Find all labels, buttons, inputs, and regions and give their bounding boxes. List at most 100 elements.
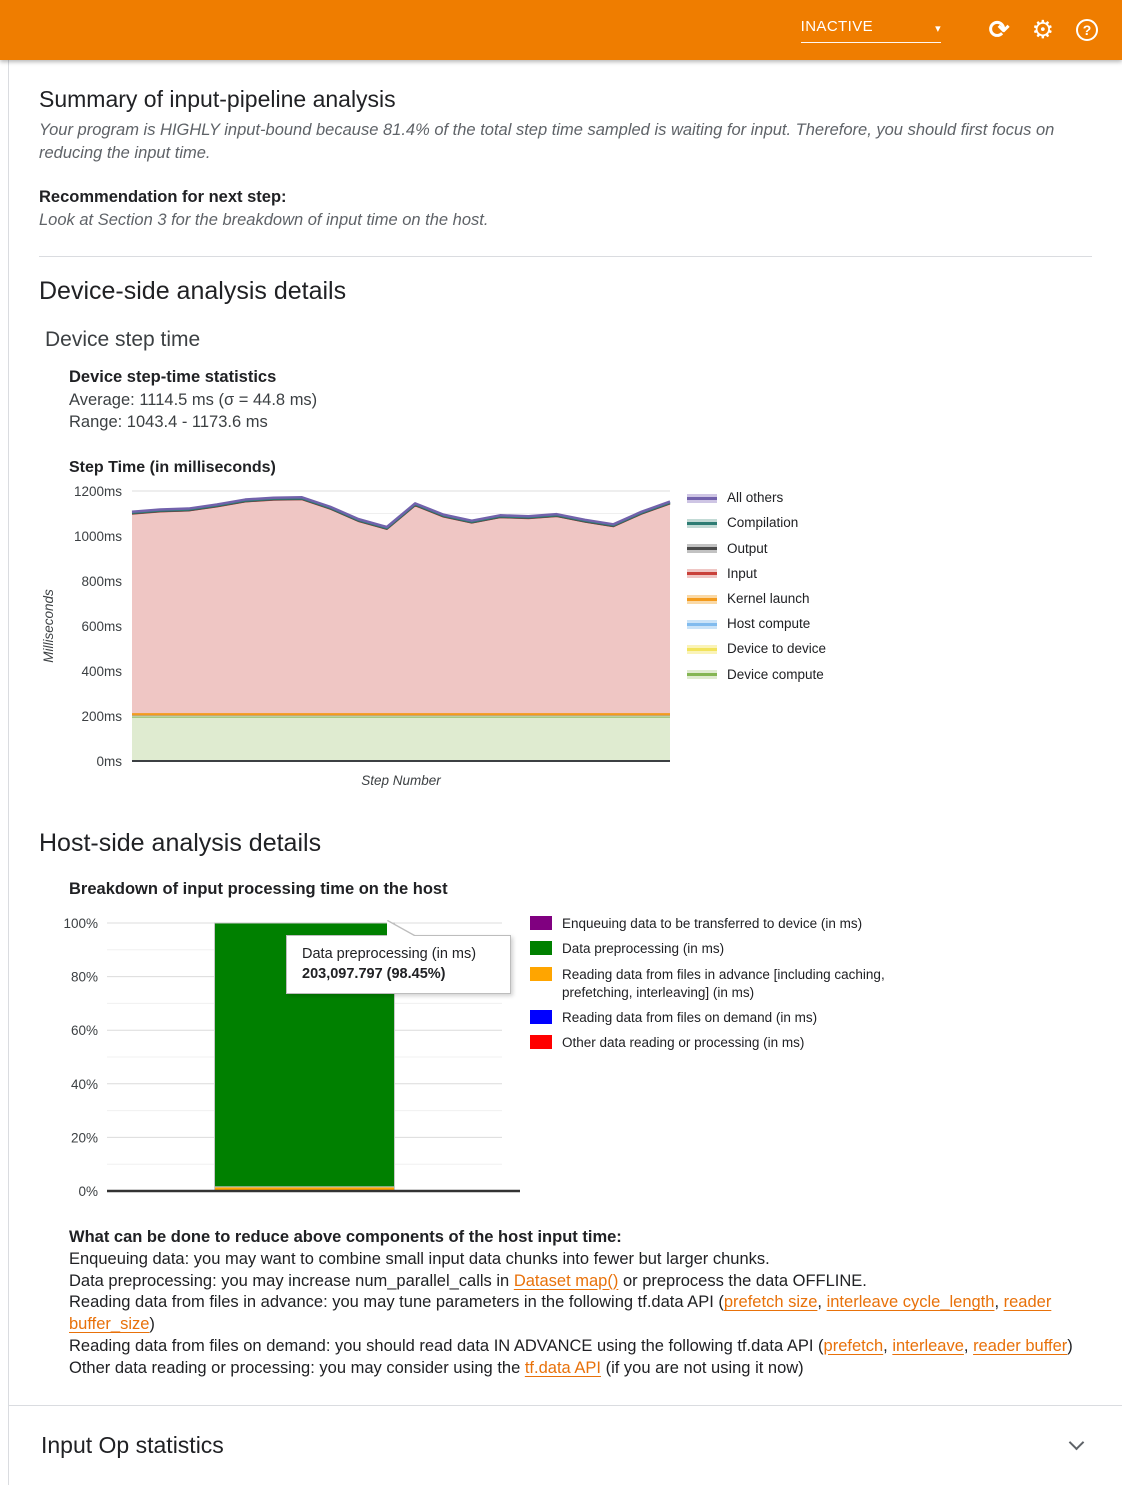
- y-tick-label: 200ms: [81, 709, 122, 724]
- legend-label: Enqueuing data to be transferred to devi…: [562, 915, 862, 933]
- page-content: Summary of input-pipeline analysis Your …: [8, 60, 1122, 1485]
- legend-label: Compilation: [727, 514, 798, 532]
- advice-line: Data preprocessing: you may increase num…: [69, 1271, 1092, 1293]
- legend-swatch-icon: [687, 569, 717, 578]
- advice-link-tf-data-api[interactable]: tf.data API: [525, 1359, 601, 1377]
- legend-label: Output: [727, 540, 768, 558]
- host-chart-row: 0%20%40%60%80%100% Enqueuing data to be …: [39, 909, 1092, 1211]
- legend-label: Host compute: [727, 615, 810, 633]
- legend-item-output: Output: [687, 540, 826, 558]
- stats-title: Device step-time statistics: [69, 366, 1092, 388]
- advice-link-interleave-cycle-length[interactable]: interleave cycle_length: [827, 1293, 995, 1311]
- legend-item-reading-data-from-files-on-dem: Reading data from files on demand (in ms…: [530, 1009, 907, 1027]
- y-tick-label: 80%: [71, 970, 98, 985]
- legend-item-compilation: Compilation: [687, 514, 826, 532]
- y-tick-label: 800ms: [81, 574, 122, 589]
- legend-label: Reading data from files in advance [incl…: [562, 966, 907, 1002]
- legend-swatch-icon: [687, 645, 717, 654]
- legend-swatch-icon: [530, 916, 552, 930]
- device-side-section: Device-side analysis details Device step…: [9, 257, 1122, 795]
- run-status-dropdown[interactable]: INACTIVE ▾: [801, 18, 941, 43]
- input-op-statistics-panel[interactable]: Input Op statistics: [9, 1405, 1122, 1485]
- y-tick-label: 100%: [63, 916, 98, 931]
- gear-icon[interactable]: ⚙: [1032, 18, 1054, 43]
- tooltip-label: Data preprocessing (in ms): [302, 946, 495, 962]
- legend-swatch-icon: [530, 1010, 552, 1024]
- advice-line: Reading data from files in advance: you …: [69, 1292, 1092, 1336]
- legend-swatch-icon: [530, 1035, 552, 1049]
- y-tick-label: 1000ms: [74, 529, 122, 544]
- legend-swatch-icon: [530, 967, 552, 981]
- advice-link-dataset-map-[interactable]: Dataset map(): [514, 1272, 619, 1290]
- run-status-label: INACTIVE: [801, 18, 873, 35]
- chevron-down-icon: [1069, 1435, 1085, 1451]
- stats-average: Average: 1114.5 ms (σ = 44.8 ms): [69, 389, 1092, 411]
- y-tick-label: 1200ms: [74, 484, 122, 499]
- y-tick-label: 20%: [71, 1130, 98, 1145]
- y-axis-label: Milliseconds: [41, 589, 56, 663]
- legend-label: Input: [727, 565, 757, 583]
- advice-link-interleave[interactable]: interleave: [892, 1337, 964, 1355]
- host-side-section: Host-side analysis details Breakdown of …: [9, 795, 1122, 1379]
- legend-label: All others: [727, 489, 783, 507]
- y-tick-label: 400ms: [81, 664, 122, 679]
- advice-link-reader-buffer[interactable]: reader buffer: [973, 1337, 1067, 1355]
- legend-item-device-compute: Device compute: [687, 666, 826, 684]
- advice-title: What can be done to reduce above compone…: [69, 1227, 1092, 1249]
- y-tick-label: 0%: [78, 1184, 98, 1199]
- stats-range: Range: 1043.4 - 1173.6 ms: [69, 411, 1092, 433]
- host-section-title: Host-side analysis details: [39, 829, 1092, 858]
- legend-label: Data preprocessing (in ms): [562, 940, 724, 958]
- host-advice: What can be done to reduce above compone…: [69, 1227, 1092, 1379]
- y-tick-label: 600ms: [81, 619, 122, 634]
- device-step-time-chart[interactable]: 0ms200ms400ms600ms800ms1000ms1200msStep …: [39, 481, 687, 795]
- advice-lines: Enqueuing data: you may want to combine …: [69, 1249, 1092, 1380]
- summary-section: Summary of input-pipeline analysis Your …: [9, 60, 1122, 257]
- advice-link-prefetch[interactable]: prefetch: [824, 1337, 884, 1355]
- legend-label: Other data reading or processing (in ms): [562, 1034, 804, 1052]
- help-icon[interactable]: ?: [1076, 19, 1098, 41]
- legend-item-host-compute: Host compute: [687, 615, 826, 633]
- legend-swatch-icon: [687, 670, 717, 679]
- app-header: INACTIVE ▾ ⟳ ⚙ ?: [0, 0, 1122, 60]
- advice-line: Enqueuing data: you may want to combine …: [69, 1249, 1092, 1271]
- device-chart-legend: All others Compilation Output Input Kernel l…: [687, 489, 826, 691]
- tooltip-pointer-icon: [387, 921, 414, 936]
- summary-title: Summary of input-pipeline analysis: [39, 86, 1092, 113]
- legend-swatch-icon: [687, 595, 717, 604]
- legend-item-input: Input: [687, 565, 826, 583]
- legend-item-reading-data-from-files-in-adv: Reading data from files in advance [incl…: [530, 966, 907, 1002]
- dropdown-caret-icon: ▾: [935, 22, 941, 35]
- device-step-time-title: Device step time: [45, 328, 1092, 352]
- legend-item-all-others: All others: [687, 489, 826, 507]
- legend-swatch-icon: [687, 519, 717, 528]
- recommendation-body: Look at Section 3 for the breakdown of i…: [39, 209, 1092, 232]
- advice-link-prefetch-size[interactable]: prefetch size: [724, 1293, 818, 1311]
- summary-body: Your program is HIGHLY input-bound becau…: [39, 119, 1092, 166]
- legend-swatch-icon: [530, 941, 552, 955]
- host-chart-legend: Enqueuing data to be transferred to devi…: [530, 915, 907, 1059]
- legend-item-kernel-launch: Kernel launch: [687, 590, 826, 608]
- legend-item-enqueuing-data-to-be-transferr: Enqueuing data to be transferred to devi…: [530, 915, 907, 933]
- recommendation-label: Recommendation for next step:: [39, 188, 1092, 207]
- refresh-icon[interactable]: ⟳: [989, 18, 1010, 43]
- chart-tooltip: Data preprocessing (in ms) 203,097.797 (…: [286, 935, 511, 994]
- advice-line: Reading data from files on demand: you s…: [69, 1336, 1092, 1358]
- legend-label: Reading data from files on demand (in ms…: [562, 1009, 817, 1027]
- legend-item-other-data-reading-or-processi: Other data reading or processing (in ms): [530, 1034, 907, 1052]
- step-time-chart-title: Step Time (in milliseconds): [69, 459, 1092, 477]
- device-section-title: Device-side analysis details: [39, 277, 1092, 306]
- legend-swatch-icon: [687, 620, 717, 629]
- area-input: [132, 500, 670, 715]
- legend-label: Device to device: [727, 640, 826, 658]
- x-axis-label: Step Number: [361, 773, 441, 788]
- legend-label: Device compute: [727, 666, 824, 684]
- area-device-compute: [132, 717, 670, 761]
- legend-swatch-icon: [687, 544, 717, 553]
- legend-item-data-preprocessing-in-ms-: Data preprocessing (in ms): [530, 940, 907, 958]
- device-step-time-stats: Device step-time statistics Average: 111…: [69, 366, 1092, 433]
- y-tick-label: 60%: [71, 1023, 98, 1038]
- legend-label: Kernel launch: [727, 590, 810, 608]
- tooltip-value: 203,097.797 (98.45%): [302, 966, 495, 982]
